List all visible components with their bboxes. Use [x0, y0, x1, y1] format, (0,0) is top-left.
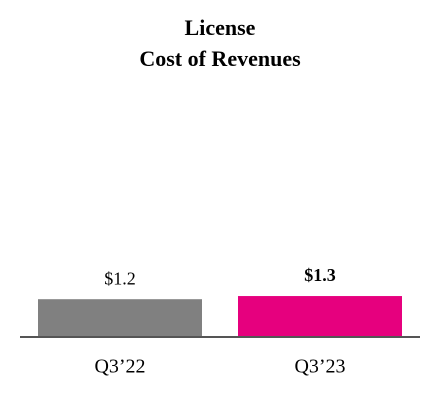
- value-label: $1.3: [304, 265, 336, 285]
- x-tick-label: Q3’23: [294, 356, 345, 378]
- bar: [38, 299, 202, 337]
- chart-title: License: [185, 15, 256, 40]
- value-label: $1.2: [104, 268, 136, 288]
- chart-subtitle: Cost of Revenues: [139, 46, 301, 71]
- bar: [238, 296, 402, 337]
- x-tick-label: Q3’22: [94, 356, 145, 378]
